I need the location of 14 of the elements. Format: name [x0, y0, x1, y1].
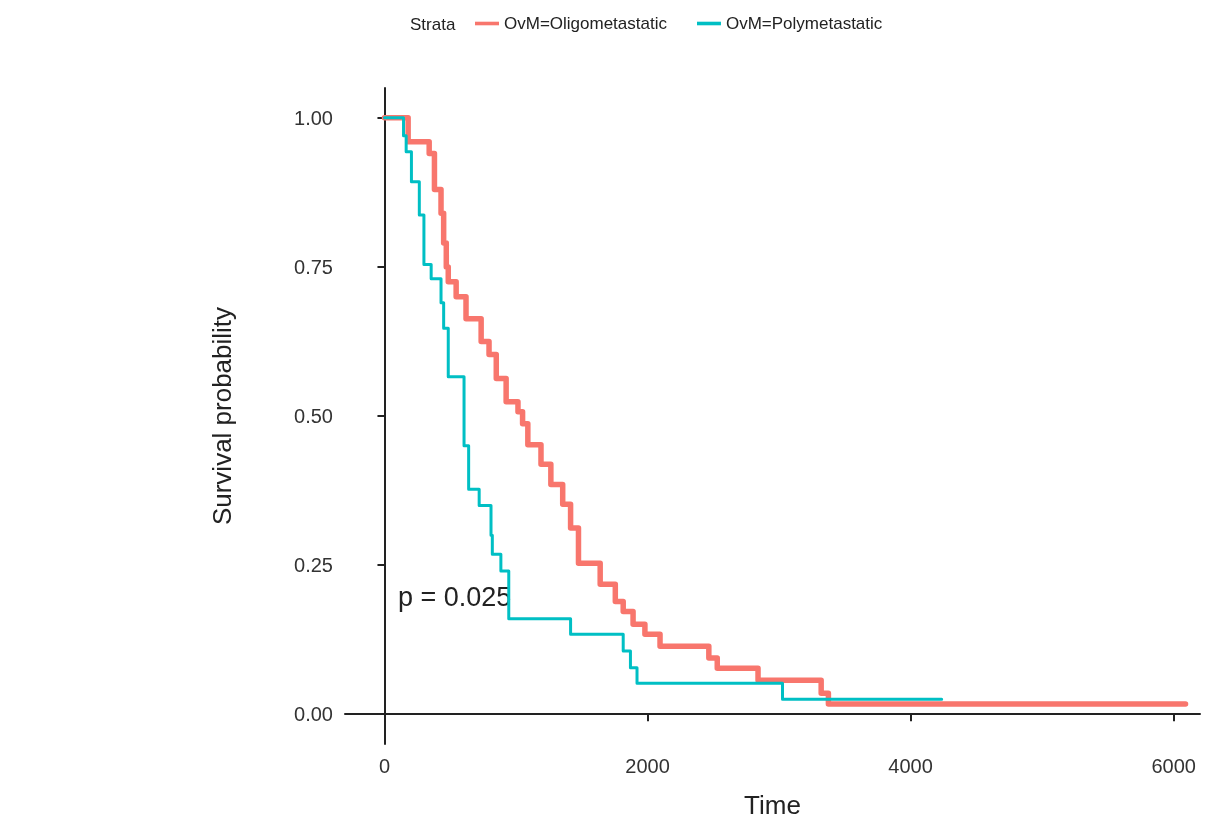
legend-title: Strata: [410, 15, 456, 34]
x-tick-label: 2000: [625, 755, 670, 777]
y-tick-label: 0.00: [294, 703, 333, 726]
x-axis-title: Time: [744, 790, 801, 820]
x-tick-label: 6000: [1151, 755, 1196, 777]
legend-label: OvM=Oligometastatic: [504, 14, 668, 33]
y-tick-label: 1.00: [294, 106, 333, 129]
y-tick-label: 0.50: [294, 405, 333, 427]
x-tick-label: 0: [378, 755, 391, 777]
x-tick-label: 4000: [888, 755, 933, 777]
y-axis-title: Survival probability: [207, 306, 237, 526]
y-tick-label: 0.25: [294, 554, 333, 577]
legend-label: OvM=Polymetastatic: [725, 14, 883, 33]
y-tick-label: 0.75: [294, 255, 333, 278]
